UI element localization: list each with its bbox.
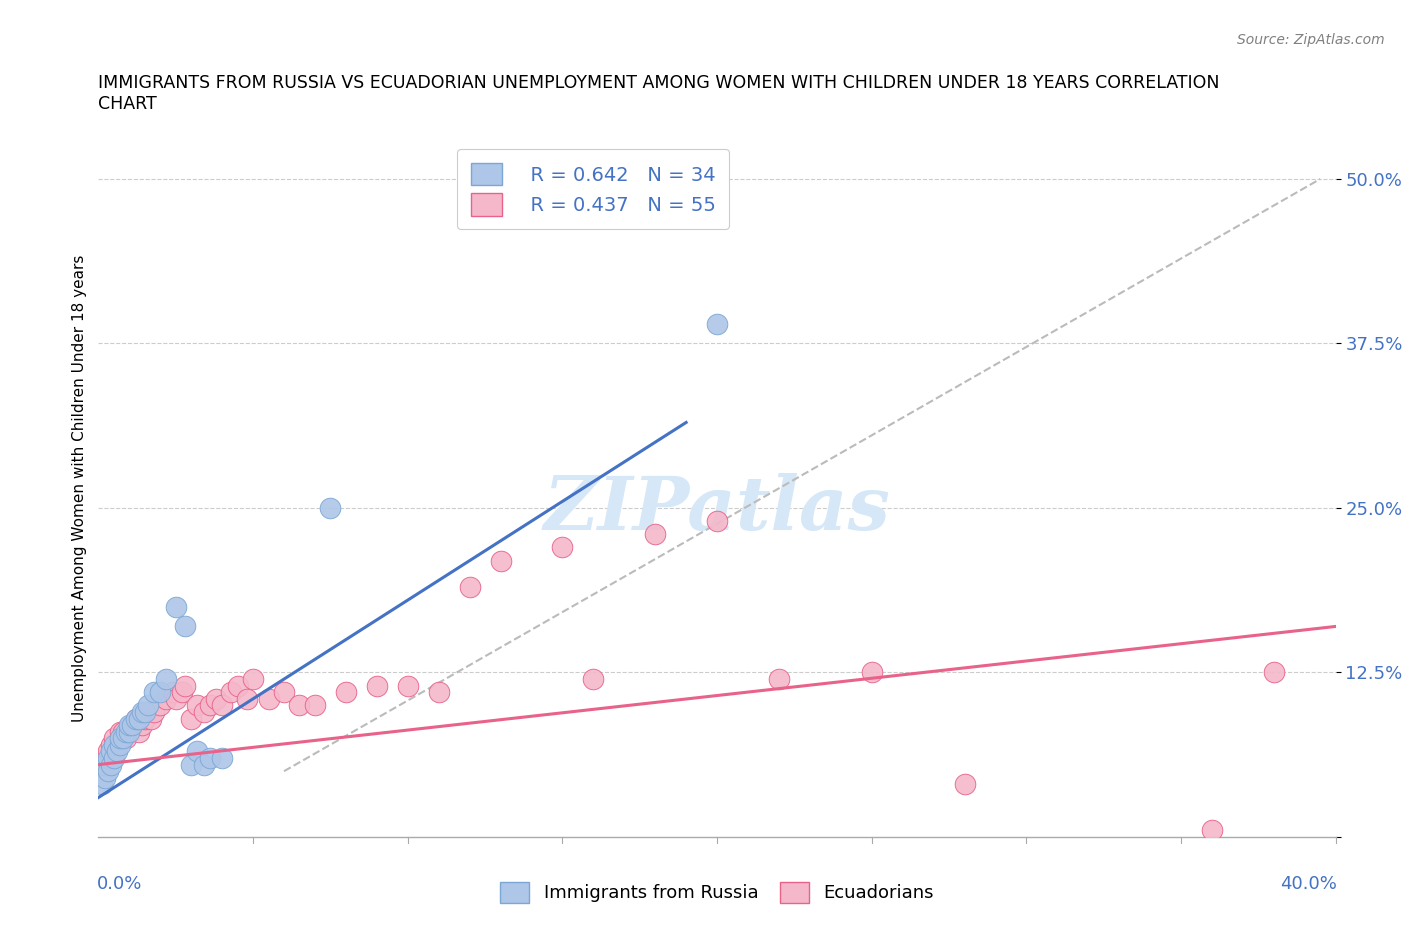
Point bbox=[198, 751, 221, 765]
Point bbox=[108, 731, 131, 746]
Point bbox=[115, 724, 138, 739]
Point bbox=[97, 751, 120, 765]
Point bbox=[143, 684, 166, 699]
Point bbox=[103, 744, 125, 759]
Point bbox=[551, 540, 574, 555]
Point bbox=[103, 737, 125, 752]
Point bbox=[257, 691, 280, 706]
Point bbox=[136, 698, 159, 712]
Point bbox=[149, 698, 172, 712]
Point bbox=[242, 671, 264, 686]
Point bbox=[186, 744, 208, 759]
Point bbox=[149, 684, 172, 699]
Point bbox=[103, 731, 125, 746]
Point bbox=[105, 744, 128, 759]
Point bbox=[139, 711, 162, 726]
Point bbox=[136, 705, 159, 720]
Point bbox=[93, 751, 115, 765]
Point bbox=[174, 619, 197, 634]
Point bbox=[121, 718, 143, 733]
Point bbox=[860, 665, 883, 680]
Point bbox=[304, 698, 326, 712]
Point bbox=[108, 731, 131, 746]
Point bbox=[100, 757, 122, 772]
Point bbox=[134, 705, 156, 720]
Point bbox=[170, 684, 193, 699]
Text: IMMIGRANTS FROM RUSSIA VS ECUADORIAN UNEMPLOYMENT AMONG WOMEN WITH CHILDREN UNDE: IMMIGRANTS FROM RUSSIA VS ECUADORIAN UNE… bbox=[98, 74, 1220, 113]
Point bbox=[97, 764, 120, 778]
Point bbox=[124, 711, 146, 726]
Point bbox=[90, 777, 112, 791]
Point bbox=[186, 698, 208, 712]
Point bbox=[205, 691, 228, 706]
Point bbox=[706, 316, 728, 331]
Point bbox=[103, 751, 125, 765]
Point bbox=[193, 757, 215, 772]
Point bbox=[131, 705, 153, 720]
Text: Source: ZipAtlas.com: Source: ZipAtlas.com bbox=[1237, 33, 1385, 46]
Point bbox=[396, 678, 419, 693]
Point bbox=[226, 678, 249, 693]
Point bbox=[108, 737, 131, 752]
Point bbox=[427, 684, 450, 699]
Point bbox=[131, 718, 153, 733]
Point bbox=[121, 718, 143, 733]
Point bbox=[236, 691, 259, 706]
Point bbox=[706, 513, 728, 528]
Point bbox=[180, 757, 202, 772]
Point bbox=[644, 527, 666, 542]
Point bbox=[288, 698, 311, 712]
Point bbox=[118, 724, 141, 739]
Point bbox=[112, 724, 135, 739]
Point bbox=[105, 737, 128, 752]
Point bbox=[143, 705, 166, 720]
Point bbox=[582, 671, 605, 686]
Point bbox=[211, 698, 233, 712]
Point bbox=[108, 724, 131, 739]
Point bbox=[174, 678, 197, 693]
Point bbox=[768, 671, 790, 686]
Point bbox=[93, 770, 115, 785]
Point bbox=[211, 751, 233, 765]
Point bbox=[319, 500, 342, 515]
Point bbox=[366, 678, 388, 693]
Point bbox=[100, 737, 122, 752]
Point bbox=[198, 698, 221, 712]
Point bbox=[1201, 823, 1223, 838]
Point bbox=[180, 711, 202, 726]
Point bbox=[118, 724, 141, 739]
Point bbox=[165, 599, 187, 614]
Point bbox=[97, 744, 120, 759]
Point bbox=[155, 691, 177, 706]
Text: 40.0%: 40.0% bbox=[1279, 875, 1337, 894]
Text: 0.0%: 0.0% bbox=[97, 875, 142, 894]
Point bbox=[458, 579, 481, 594]
Point bbox=[193, 705, 215, 720]
Point bbox=[155, 671, 177, 686]
Point bbox=[112, 731, 135, 746]
Point bbox=[134, 711, 156, 726]
Legend: Immigrants from Russia, Ecuadorians: Immigrants from Russia, Ecuadorians bbox=[491, 872, 943, 911]
Point bbox=[128, 711, 150, 726]
Point bbox=[118, 718, 141, 733]
Point bbox=[953, 777, 976, 791]
Point bbox=[124, 711, 146, 726]
Point bbox=[273, 684, 295, 699]
Point bbox=[90, 757, 112, 772]
Point bbox=[221, 684, 243, 699]
Point bbox=[128, 724, 150, 739]
Point bbox=[1263, 665, 1285, 680]
Point bbox=[162, 684, 184, 699]
Text: ZIPatlas: ZIPatlas bbox=[544, 473, 890, 545]
Point bbox=[115, 731, 138, 746]
Point bbox=[489, 553, 512, 568]
Point bbox=[100, 744, 122, 759]
Point bbox=[93, 757, 115, 772]
Y-axis label: Unemployment Among Women with Children Under 18 years: Unemployment Among Women with Children U… bbox=[72, 255, 87, 722]
Point bbox=[335, 684, 357, 699]
Point bbox=[165, 691, 187, 706]
